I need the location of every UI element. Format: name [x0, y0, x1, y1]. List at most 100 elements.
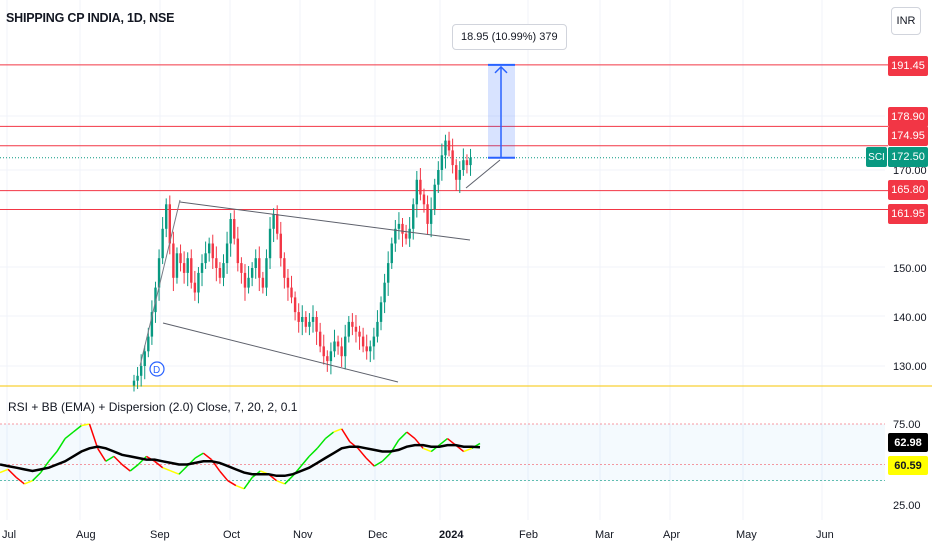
rsi-segment — [56, 438, 66, 452]
price-axis-tick: 140.00 — [893, 312, 927, 324]
measure-label: 18.95 (10.99%) 379 — [452, 24, 567, 50]
time-axis-label: Dec — [368, 529, 388, 541]
rsi-segment — [341, 428, 351, 443]
measure-arrow-head — [494, 65, 508, 74]
candle-body — [336, 341, 340, 347]
candle-body — [207, 243, 211, 254]
rsi-segment — [121, 463, 131, 472]
candle-body — [136, 375, 139, 381]
candle-body — [354, 326, 358, 332]
level-tag-174: 174.95 — [888, 126, 928, 146]
time-axis-label: Oct — [223, 529, 240, 541]
candle-body — [376, 321, 379, 337]
rsi-segment — [276, 480, 286, 485]
rsi-segment — [40, 460, 50, 474]
candle-body — [401, 223, 404, 234]
level-tag-161: 161.95 — [888, 204, 928, 224]
candle-body — [139, 366, 143, 376]
candle-body — [175, 253, 179, 278]
candle-body — [322, 346, 325, 357]
time-axis-label: Sep — [150, 529, 170, 541]
rsi-segment — [284, 475, 294, 485]
rsi-segment — [398, 431, 408, 441]
candle-body — [404, 233, 408, 239]
currency-selector[interactable]: INR — [891, 7, 921, 35]
rsi-segment — [113, 455, 123, 466]
rsi-segment — [227, 480, 237, 487]
candle-body — [361, 336, 365, 347]
rsi-segment — [381, 452, 392, 462]
dividend-marker-icon — [149, 361, 165, 377]
indicator-axis-tick: 75.00 — [893, 419, 921, 431]
candle-body — [369, 346, 372, 352]
candle-body — [240, 263, 243, 273]
candle-body — [297, 312, 300, 322]
price-axis-tick: 170.00 — [893, 165, 927, 177]
rsi-segment — [414, 438, 424, 449]
rsi-segment — [194, 452, 204, 459]
candle-body — [179, 253, 182, 264]
candle-body — [261, 277, 265, 288]
candle-body — [168, 204, 171, 244]
candle-body — [444, 140, 447, 156]
last-price-tag: 172.50 — [888, 147, 928, 167]
rsi-segment — [300, 455, 310, 467]
candle-body — [247, 277, 250, 288]
candle-body — [415, 179, 419, 205]
level-tag-165: 165.80 — [888, 180, 928, 200]
rsi-segment — [178, 465, 188, 475]
candle-body — [243, 272, 247, 288]
candle-body — [233, 219, 236, 239]
rsi-segment — [373, 460, 383, 467]
candle-body — [268, 228, 272, 259]
candle-body — [147, 336, 150, 352]
symbol-title: SHIPPING CP INDIA, 1D, NSE — [6, 11, 175, 25]
candle-body — [276, 214, 279, 234]
candle-body — [440, 155, 444, 170]
level-tag-191: 191.45 — [888, 56, 928, 76]
candle-body — [329, 351, 333, 362]
rsi-segment — [96, 447, 107, 462]
candle-body — [218, 268, 222, 278]
indicator-title[interactable]: RSI + BB (EMA) + Dispersion (2.0) Close,… — [8, 400, 298, 414]
rsi-segment — [81, 423, 90, 427]
candle-body — [143, 351, 146, 366]
candle-body — [315, 317, 318, 332]
candle-body — [279, 233, 282, 259]
time-axis-label: Mar — [595, 529, 614, 541]
price-axis-tick: 130.00 — [893, 361, 927, 373]
rsi-value-tag: 62.98 — [888, 433, 928, 452]
candle-body — [451, 150, 454, 166]
rsi-segment — [129, 463, 139, 472]
rsi-segment — [324, 431, 335, 440]
time-axis-label: May — [736, 529, 757, 541]
rsi-segment — [48, 451, 58, 462]
candle-body — [229, 219, 232, 244]
candle-body — [272, 214, 275, 229]
candle-body — [412, 204, 415, 229]
rsi-segment — [219, 470, 229, 482]
rsi-segment — [154, 460, 164, 469]
candle-body — [290, 287, 293, 298]
rsi-segment — [316, 438, 326, 449]
candle-body — [293, 297, 297, 313]
candle-body — [351, 321, 354, 327]
dividend-marker-label: D — [153, 365, 160, 376]
candle-body — [397, 223, 401, 229]
candle-body — [390, 243, 393, 264]
symbol-tag: SCI — [866, 147, 887, 167]
candle-body — [165, 204, 168, 229]
candle-body — [462, 160, 465, 170]
indicator-axis-tick: 25.00 — [893, 500, 921, 512]
time-axis-label: Feb — [519, 529, 538, 541]
candle-body — [469, 157, 472, 166]
price-axis-tick: 150.00 — [893, 263, 927, 275]
candle-body — [365, 346, 368, 352]
candle-body — [250, 268, 254, 278]
time-axis-label: Aug — [76, 529, 96, 541]
level-tag-178: 178.90 — [888, 107, 928, 127]
rsi-segment — [243, 477, 253, 490]
rsi-segment — [137, 455, 147, 466]
time-axis-label: Nov — [293, 529, 313, 541]
